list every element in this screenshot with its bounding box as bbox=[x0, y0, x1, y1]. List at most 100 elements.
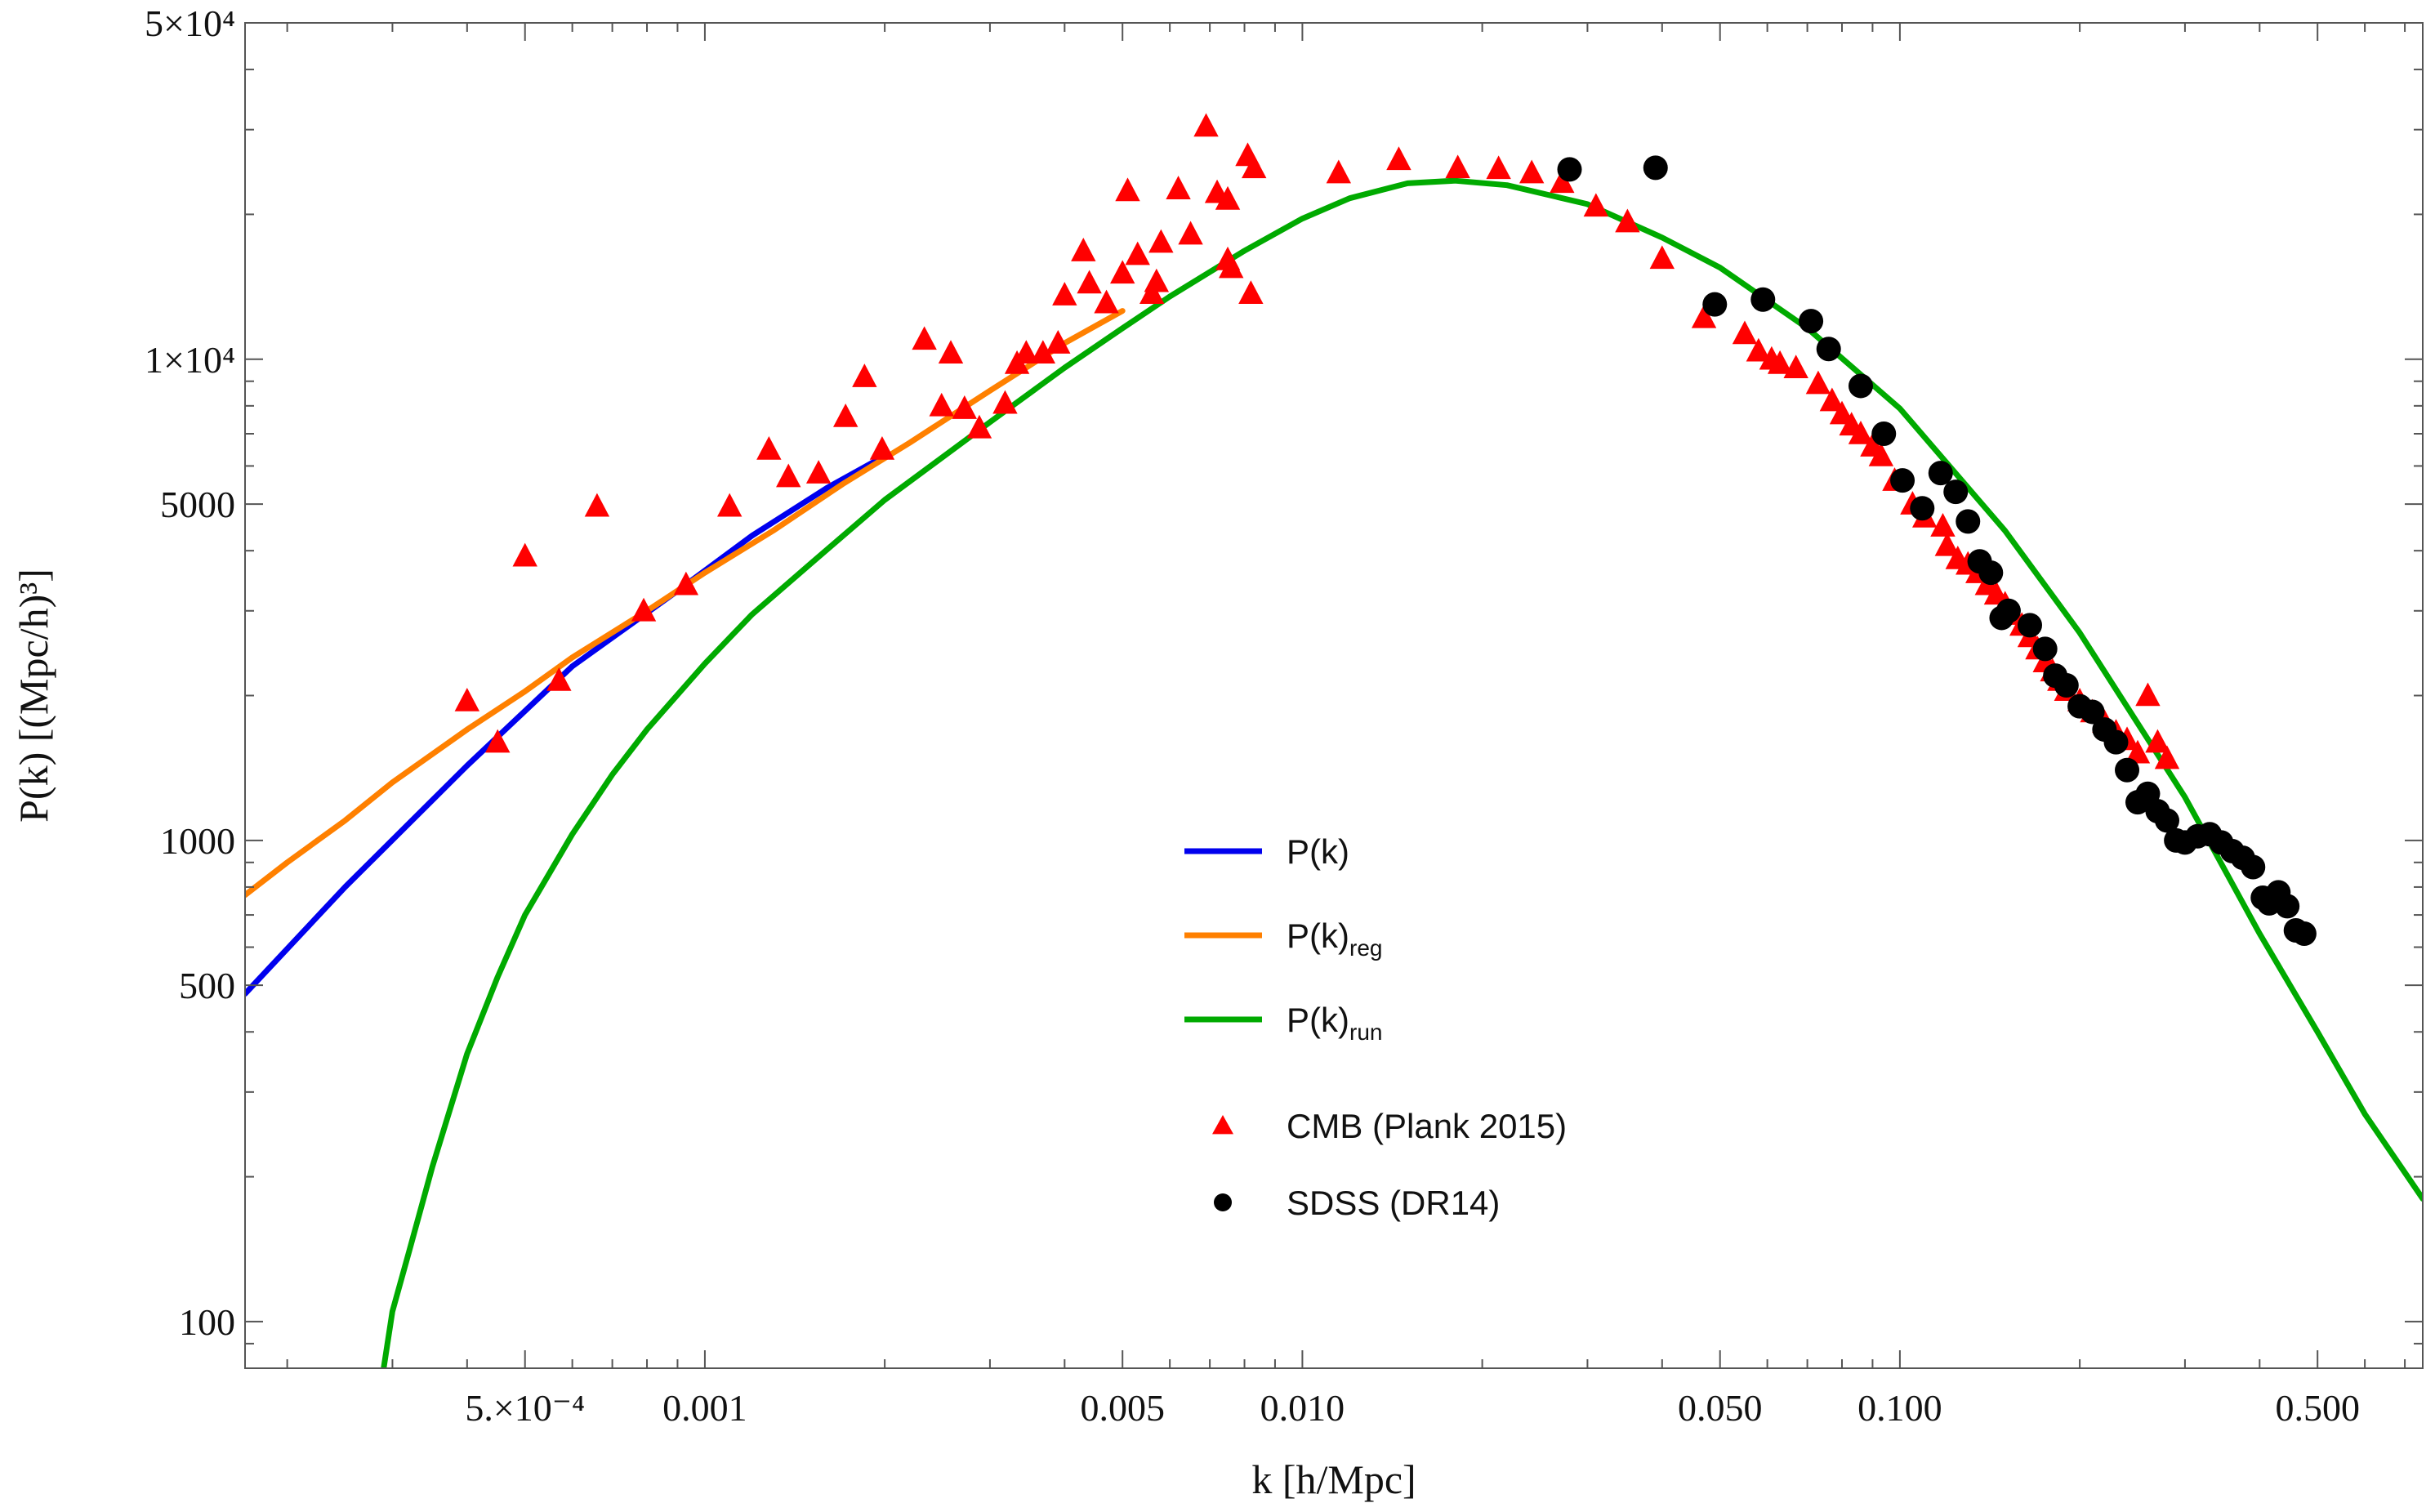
cmb-point bbox=[1242, 154, 1267, 179]
cmb-point bbox=[756, 435, 782, 460]
sdss-point bbox=[1956, 509, 1981, 534]
sdss-point bbox=[2115, 757, 2140, 783]
sdss-point bbox=[2103, 729, 2129, 755]
cmb-point bbox=[2145, 729, 2170, 753]
legend-swatch bbox=[1212, 1115, 1233, 1135]
cmb-point bbox=[1691, 304, 1717, 328]
cmb-point bbox=[1215, 185, 1241, 210]
sdss-point bbox=[1848, 373, 1873, 399]
cmb-point bbox=[1550, 169, 1575, 194]
y-tick-label: 5×10⁴ bbox=[145, 2, 235, 44]
sdss-point bbox=[2054, 673, 2079, 698]
cmb-point bbox=[952, 395, 978, 419]
cmb-point bbox=[1046, 330, 1071, 354]
cmb-point bbox=[2135, 682, 2161, 707]
y-tick-label: 1000 bbox=[160, 820, 235, 862]
cmb-point bbox=[805, 460, 832, 484]
cmb-point bbox=[1144, 268, 1170, 292]
y-tick-label: 5000 bbox=[160, 484, 235, 525]
cmb-point bbox=[1030, 340, 1056, 364]
legend-entry: P(k) bbox=[1184, 832, 1349, 871]
cmb-point bbox=[1178, 221, 1203, 245]
sdss-point bbox=[1996, 598, 2021, 623]
cmb-point bbox=[1094, 289, 1119, 314]
cmb-point bbox=[2125, 739, 2151, 764]
y-tick-label: 1×10⁴ bbox=[145, 339, 235, 381]
cmb-point bbox=[1934, 532, 1960, 556]
cmb-point bbox=[1386, 146, 1411, 171]
sdss-point bbox=[1557, 157, 1582, 182]
cmb-point bbox=[1166, 176, 1191, 199]
cmb-point bbox=[1148, 229, 1174, 253]
plot-frame bbox=[244, 22, 2424, 1369]
cmb-point bbox=[1115, 177, 1140, 202]
sdss-point bbox=[1750, 287, 1776, 312]
cmb-point bbox=[716, 493, 743, 517]
data-markers bbox=[454, 113, 2317, 947]
cmb-point bbox=[852, 364, 877, 387]
cmb-point bbox=[1014, 340, 1039, 364]
cmb-point bbox=[631, 597, 657, 622]
x-tick-label: 0.005 bbox=[1080, 1387, 1165, 1429]
sdss-point bbox=[1890, 468, 1915, 493]
sdss-point bbox=[1816, 337, 1841, 362]
cmb-point bbox=[1746, 337, 1772, 362]
y-axis-label: P(k) [(Mpc/h)³] bbox=[11, 569, 56, 823]
cmb-point bbox=[1649, 245, 1675, 270]
legend-swatch bbox=[1214, 1193, 1232, 1211]
legend-label: P(k)reg bbox=[1287, 917, 1382, 961]
cmb-point bbox=[1219, 254, 1244, 279]
sdss-point bbox=[1928, 461, 1953, 486]
cmb-point bbox=[1868, 442, 1894, 466]
cmb-point bbox=[929, 392, 954, 417]
x-axis-label: k [h/Mpc] bbox=[1251, 1456, 1416, 1502]
cmb-point bbox=[1767, 350, 1793, 374]
legend-entry: SDSS (DR14) bbox=[1214, 1184, 1500, 1222]
cmb-point bbox=[1445, 154, 1470, 179]
cmb-point bbox=[1110, 260, 1135, 284]
legend: P(k) P(k)reg P(k)run CMB (Plank 2015) SDSS (… bbox=[1184, 832, 1567, 1222]
sdss-point bbox=[1871, 421, 1897, 446]
cmb-point bbox=[1848, 420, 1874, 444]
cmb-point bbox=[1615, 208, 1640, 233]
legend-entry: CMB (Plank 2015) bbox=[1212, 1107, 1567, 1145]
series-line- bbox=[245, 453, 888, 997]
sdss-point bbox=[2241, 854, 2266, 880]
x-tick-label: 0.010 bbox=[1260, 1387, 1345, 1429]
cmb-point bbox=[1805, 370, 1831, 395]
cmb-point bbox=[1077, 270, 1102, 294]
sdss-point bbox=[1978, 560, 2004, 586]
cmb-point bbox=[869, 435, 895, 460]
legend-entry: P(k)reg bbox=[1184, 917, 1382, 961]
cmb-point bbox=[833, 403, 858, 427]
sdss-point bbox=[2275, 894, 2300, 919]
axis-ticks: 5.×10⁻⁴ 0.001 0.005 0.010 0.050 0.100 0.500 100… bbox=[145, 2, 2423, 1429]
sdss-point bbox=[1702, 292, 1728, 317]
cmb-point bbox=[1238, 280, 1264, 305]
legend-label: P(k) bbox=[1287, 832, 1349, 871]
series-line-reg bbox=[245, 308, 1126, 899]
x-tick-label: 0.100 bbox=[1857, 1387, 1942, 1429]
legend-entry: P(k)run bbox=[1184, 1001, 1382, 1045]
cmb-point bbox=[966, 414, 992, 439]
sdss-point bbox=[2291, 921, 2317, 947]
legend-label: P(k)run bbox=[1287, 1001, 1382, 1045]
sdss-point bbox=[2032, 636, 2058, 662]
cmb-point bbox=[1326, 159, 1352, 184]
legend-label: CMB (Plank 2015) bbox=[1287, 1107, 1567, 1145]
cmb-point bbox=[1783, 355, 1808, 378]
cmb-point bbox=[776, 463, 801, 488]
legend-label: SDSS (DR14) bbox=[1287, 1184, 1500, 1222]
sdss-point bbox=[2154, 808, 2179, 833]
cmb-point bbox=[512, 542, 537, 567]
x-tick-label: 0.001 bbox=[662, 1387, 747, 1429]
cmb-point bbox=[454, 687, 480, 711]
cmb-point bbox=[992, 390, 1018, 414]
y-tick-label: 100 bbox=[179, 1301, 235, 1343]
cmb-point bbox=[1139, 280, 1165, 305]
cmb-point bbox=[1193, 113, 1219, 137]
cmb-point bbox=[485, 729, 511, 753]
cmb-point bbox=[673, 571, 699, 595]
sdss-point bbox=[1910, 496, 1935, 521]
